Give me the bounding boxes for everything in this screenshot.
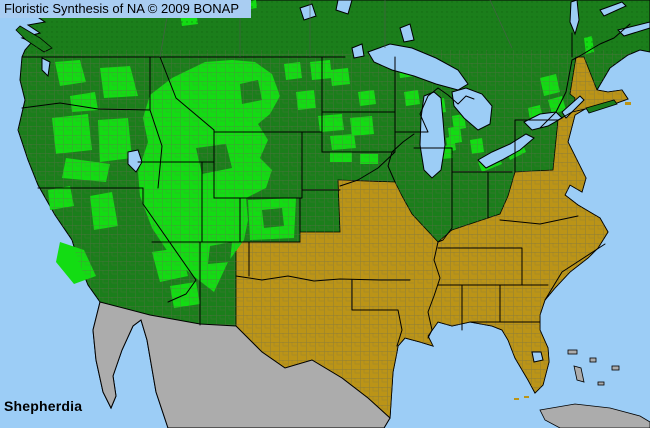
bahama-island bbox=[597, 381, 605, 386]
wi-mi-border bbox=[437, 87, 475, 105]
illinois-borders bbox=[413, 147, 453, 243]
andros-island bbox=[573, 365, 585, 383]
great-lakes bbox=[41, 0, 650, 363]
map-title: Floristic Synthesis of NA © 2009 BONAP bbox=[0, 0, 252, 18]
cape-cod-island bbox=[625, 102, 631, 105]
state-borders bbox=[21, 23, 631, 347]
key-island bbox=[524, 396, 529, 398]
lake-superior bbox=[367, 43, 469, 91]
four-corners-borders bbox=[137, 161, 301, 326]
bahama-island bbox=[589, 357, 597, 363]
long-island bbox=[585, 99, 618, 114]
lake-michigan bbox=[419, 91, 446, 179]
montana-wyoming-borders bbox=[213, 56, 323, 199]
mi-in-oh-borders bbox=[451, 171, 513, 219]
puget-sound bbox=[41, 57, 51, 78]
co-ks-ne-borders bbox=[299, 189, 341, 233]
lake-okeechobee bbox=[531, 351, 544, 363]
us-canada-border-east bbox=[539, 23, 631, 129]
tn-ky-borders bbox=[437, 247, 549, 286]
pa-ny-borders bbox=[514, 32, 573, 173]
tx-ok-ar-la-borders bbox=[248, 241, 403, 347]
ca-nv-az-border bbox=[142, 187, 197, 303]
mexico-region bbox=[92, 301, 391, 428]
lake-winnipeg bbox=[335, 0, 353, 15]
carolinas-borders bbox=[544, 243, 606, 301]
key-island bbox=[514, 398, 519, 400]
lower-mississippi-river bbox=[427, 241, 441, 339]
lake-champlain bbox=[569, 0, 580, 36]
lake-of-the-woods bbox=[351, 43, 365, 59]
dakotas-borders bbox=[321, 56, 396, 153]
idaho-west-border bbox=[149, 56, 163, 189]
bahamas-islands bbox=[567, 349, 620, 386]
canada-province-lines bbox=[159, 0, 513, 58]
minnesota-borders bbox=[394, 87, 439, 133]
id-mt-wy-border bbox=[159, 56, 215, 199]
gulf-states-borders bbox=[461, 284, 541, 331]
bay-of-fundy bbox=[617, 21, 650, 37]
bahama-island bbox=[567, 349, 578, 355]
lake-huron bbox=[451, 87, 493, 131]
lake-nipigon bbox=[399, 23, 415, 43]
bahama-island bbox=[611, 365, 620, 371]
canada-lake bbox=[299, 3, 317, 21]
province-borders bbox=[159, 0, 513, 58]
ia-wi-mississippi bbox=[387, 133, 415, 183]
cuba-island bbox=[539, 403, 650, 428]
red-river-mo-ar-border bbox=[235, 275, 411, 282]
lake-erie bbox=[477, 133, 535, 169]
ne-ia-missouri-river bbox=[339, 151, 396, 187]
great-salt-lake bbox=[127, 149, 143, 173]
offshore-islands bbox=[514, 99, 650, 428]
taxon-name-label: Shepherdia bbox=[4, 398, 83, 414]
florida-keys bbox=[514, 102, 631, 400]
va-nc-border bbox=[499, 215, 579, 225]
st-lawrence-estuary bbox=[599, 1, 627, 17]
wa-or-border bbox=[21, 102, 151, 111]
